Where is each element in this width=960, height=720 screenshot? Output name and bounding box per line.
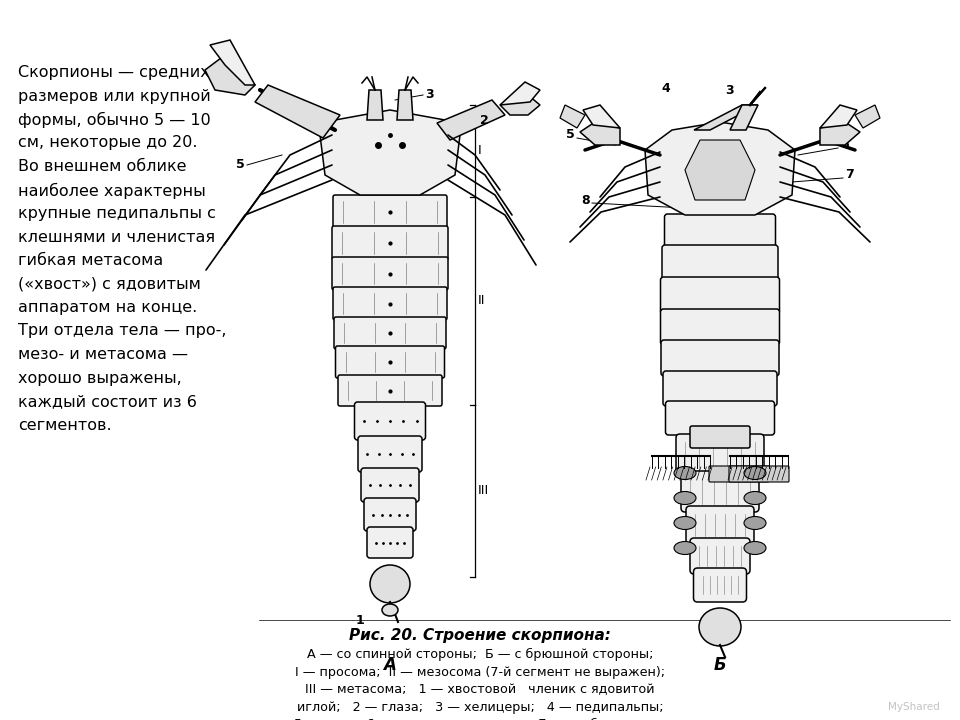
Polygon shape [560, 105, 585, 128]
Text: гибкая метасома: гибкая метасома [18, 253, 163, 268]
Text: Б: Б [713, 656, 727, 674]
Ellipse shape [382, 604, 398, 616]
Text: крупные педипальпы с: крупные педипальпы с [18, 206, 216, 221]
Ellipse shape [674, 492, 696, 505]
Text: аппаратом на конце.: аппаратом на конце. [18, 300, 197, 315]
Text: («хвост») с ядовитым: («хвост») с ядовитым [18, 276, 201, 292]
Polygon shape [210, 40, 255, 85]
Polygon shape [437, 100, 505, 140]
Text: 8: 8 [582, 194, 590, 207]
Text: 7: 7 [845, 168, 853, 181]
FancyBboxPatch shape [364, 498, 416, 531]
Text: 4: 4 [227, 68, 235, 81]
Text: Скорпионы — средних: Скорпионы — средних [18, 65, 209, 80]
Text: сегментов.: сегментов. [18, 418, 111, 433]
FancyBboxPatch shape [709, 466, 769, 482]
Text: 1: 1 [355, 613, 365, 626]
FancyBboxPatch shape [660, 277, 780, 314]
Polygon shape [205, 55, 255, 95]
FancyBboxPatch shape [338, 375, 442, 406]
Text: 3: 3 [725, 84, 733, 96]
FancyBboxPatch shape [690, 426, 750, 448]
Text: формы, обычно 5 — 10: формы, обычно 5 — 10 [18, 112, 211, 128]
Text: А: А [384, 656, 396, 674]
Polygon shape [500, 82, 540, 105]
Text: размеров или крупной: размеров или крупной [18, 89, 211, 104]
Text: III: III [478, 485, 490, 498]
Text: наиболее характерны: наиболее характерны [18, 182, 205, 199]
Polygon shape [500, 95, 540, 115]
FancyBboxPatch shape [662, 245, 778, 282]
FancyBboxPatch shape [334, 317, 446, 349]
Polygon shape [397, 90, 413, 120]
Text: 5: 5 [236, 158, 245, 171]
Text: MyShared: MyShared [888, 702, 940, 712]
FancyBboxPatch shape [361, 468, 419, 502]
FancyBboxPatch shape [729, 466, 789, 482]
Text: Три отдела тела — про-,: Три отдела тела — про-, [18, 323, 227, 338]
Ellipse shape [744, 467, 766, 480]
FancyBboxPatch shape [690, 538, 750, 574]
FancyBboxPatch shape [663, 371, 777, 406]
FancyBboxPatch shape [676, 434, 764, 477]
Text: каждый состоит из 6: каждый состоит из 6 [18, 394, 197, 409]
Text: клешнями и членистая: клешнями и членистая [18, 230, 215, 245]
Text: мезо- и метасома —: мезо- и метасома — [18, 347, 188, 362]
FancyBboxPatch shape [686, 506, 754, 544]
FancyBboxPatch shape [358, 436, 422, 472]
Ellipse shape [674, 516, 696, 529]
Text: Рис. 20. Строение скорпиона:: Рис. 20. Строение скорпиона: [349, 628, 611, 643]
Text: Во внешнем облике: Во внешнем облике [18, 159, 186, 174]
FancyBboxPatch shape [664, 214, 776, 250]
Text: 4: 4 [661, 81, 670, 94]
FancyBboxPatch shape [332, 226, 448, 260]
Polygon shape [694, 105, 758, 130]
Text: хорошо выражены,: хорошо выражены, [18, 371, 181, 385]
FancyBboxPatch shape [681, 471, 759, 512]
Polygon shape [583, 105, 620, 128]
FancyBboxPatch shape [333, 287, 447, 320]
Ellipse shape [674, 541, 696, 554]
Polygon shape [685, 140, 755, 200]
Polygon shape [255, 85, 340, 138]
Text: 3: 3 [425, 89, 434, 102]
FancyBboxPatch shape [332, 257, 448, 290]
Text: см, некоторые до 20.: см, некоторые до 20. [18, 135, 198, 150]
Polygon shape [645, 122, 795, 215]
FancyBboxPatch shape [661, 340, 779, 376]
Ellipse shape [370, 565, 410, 603]
Polygon shape [820, 105, 857, 128]
Text: 6: 6 [840, 138, 849, 151]
Polygon shape [820, 122, 860, 145]
Polygon shape [855, 105, 880, 128]
Ellipse shape [699, 608, 741, 646]
Ellipse shape [674, 467, 696, 480]
Polygon shape [367, 90, 383, 120]
FancyBboxPatch shape [693, 568, 747, 602]
Polygon shape [580, 122, 620, 145]
FancyBboxPatch shape [354, 402, 425, 440]
FancyBboxPatch shape [367, 527, 413, 558]
Polygon shape [730, 105, 758, 130]
Text: II: II [478, 294, 486, 307]
FancyBboxPatch shape [335, 346, 444, 378]
FancyBboxPatch shape [665, 401, 775, 435]
Ellipse shape [744, 516, 766, 529]
Ellipse shape [744, 492, 766, 505]
Text: А — со спинной стороны;  Б — с брюшной стороны;
I — просома;  II — мезосома (7-й: А — со спинной стороны; Б — с брюшной ст… [295, 648, 665, 720]
FancyBboxPatch shape [660, 309, 780, 345]
Ellipse shape [744, 541, 766, 554]
Text: 5: 5 [566, 128, 575, 142]
Text: 2: 2 [480, 114, 489, 127]
Polygon shape [320, 110, 460, 195]
Text: I: I [478, 145, 482, 158]
FancyBboxPatch shape [333, 195, 447, 229]
